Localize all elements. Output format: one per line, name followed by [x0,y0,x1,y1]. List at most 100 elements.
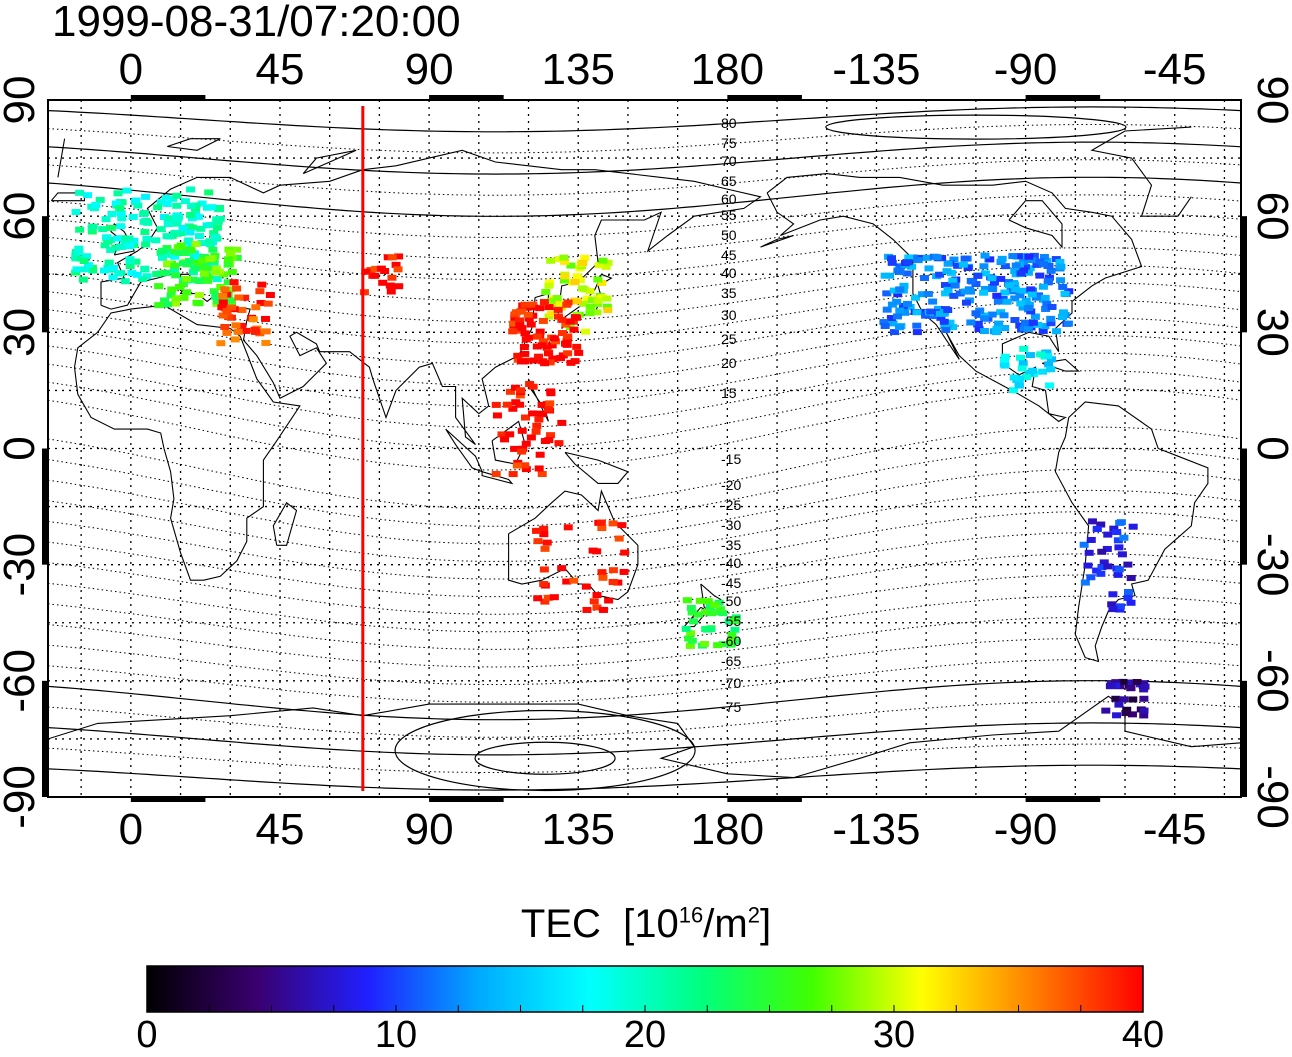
coastline [564,451,629,484]
tec-cell [544,304,554,311]
tec-cell [601,263,611,270]
tec-cell [520,350,530,357]
tec-cell [248,316,258,323]
coastline [48,695,1241,779]
tec-cell [171,295,181,302]
tec-cell [1028,367,1038,374]
north-pole-ring [825,114,1127,140]
tec-cell [718,610,728,617]
tec-cell [997,255,1007,262]
frame-bar [1025,95,1101,101]
tec-cell [510,384,520,391]
lon-tick-top: -45 [1143,45,1207,94]
tec-cell [376,265,386,272]
tec-cell [532,333,542,340]
tec-cell [596,519,606,526]
tec-cell [1112,712,1122,719]
tec-cell [1108,606,1118,613]
tec-cell [1018,360,1028,367]
tec-cell [1096,570,1106,577]
tec-cell [512,462,522,469]
tec-cell [889,287,899,294]
magnetic-contour [48,124,1241,154]
tec-cell [229,279,239,286]
tec-cell [394,283,404,290]
contour-label: -60 [721,633,741,649]
tec-cell [161,269,171,276]
tec-cell [500,436,510,443]
tec-cell [193,253,203,260]
contour-label: 75 [721,135,737,151]
tec-cell [706,609,716,616]
tec-cell [1044,274,1054,281]
tec-cell [209,230,219,237]
lon-tick-top: 45 [255,45,304,94]
tec-cell [1116,519,1126,526]
tec-cell [1046,320,1056,327]
frame-bar [1241,680,1247,797]
tec-cell [169,266,179,273]
tec-cell [521,440,531,447]
tec-cell [223,256,233,263]
tec-cell [255,288,265,295]
tec-cell [549,594,559,601]
tec-cell [554,440,564,447]
tec-cell [966,319,976,326]
tec-cell [974,326,984,333]
magnetic-contour [48,680,1241,721]
tec-cell [941,326,951,333]
tec-cell [186,186,196,193]
tec-cell [164,215,174,222]
tec-cell [257,281,267,288]
tec-cell [188,269,198,276]
tec-cell [1119,696,1129,703]
tec-cell [538,338,548,345]
tec-cell [200,270,210,277]
tec-cell [1024,305,1034,312]
tec-cell [520,462,530,469]
tec-cell [124,235,134,242]
tec-cell [100,242,110,249]
tec-cell [1011,262,1021,269]
tec-cell [1005,282,1015,289]
tec-cell [113,190,123,197]
tec-cell [585,310,595,317]
tec-cell [931,309,941,316]
coastline [57,126,1192,217]
tec-cell [261,315,271,322]
tec-cell [886,315,896,322]
tec-cell [994,320,1004,327]
tec-cell [1128,523,1138,530]
frame-bar [429,796,504,802]
tec-cell [706,626,716,633]
tec-cell [948,277,958,284]
lat-tick-left: -30 [0,533,44,597]
tec-cell [520,301,530,308]
tec-cell [908,254,918,261]
tec-cell [178,225,188,232]
tec-cell [602,295,612,302]
tec-cell [993,298,1003,305]
tec-cell [539,581,549,588]
tec-cell [574,349,584,356]
tec-cell [129,237,139,244]
lon-ticks-top: 0 45 90 135 180 -135 -90 -45 [119,45,1207,94]
tec-cell [1010,317,1020,324]
tec-cell [922,254,932,261]
tec-cell [101,216,111,223]
tec-cell [943,286,953,293]
frame-bar [130,95,206,101]
lon-tick-top: 180 [691,45,764,94]
tec-cell [532,343,542,350]
tec-cell [560,258,570,265]
tec-cell [1031,294,1041,301]
tec-cell [1046,267,1056,274]
tec-cell [170,248,180,255]
tec-cell [727,631,737,638]
tec-cell [892,313,902,320]
tec-cell [393,266,403,273]
magnetic-contour [48,722,1241,756]
tec-cell [1103,563,1113,570]
colorbar-label-text: TEC [520,902,601,946]
tec-cell [120,278,130,285]
